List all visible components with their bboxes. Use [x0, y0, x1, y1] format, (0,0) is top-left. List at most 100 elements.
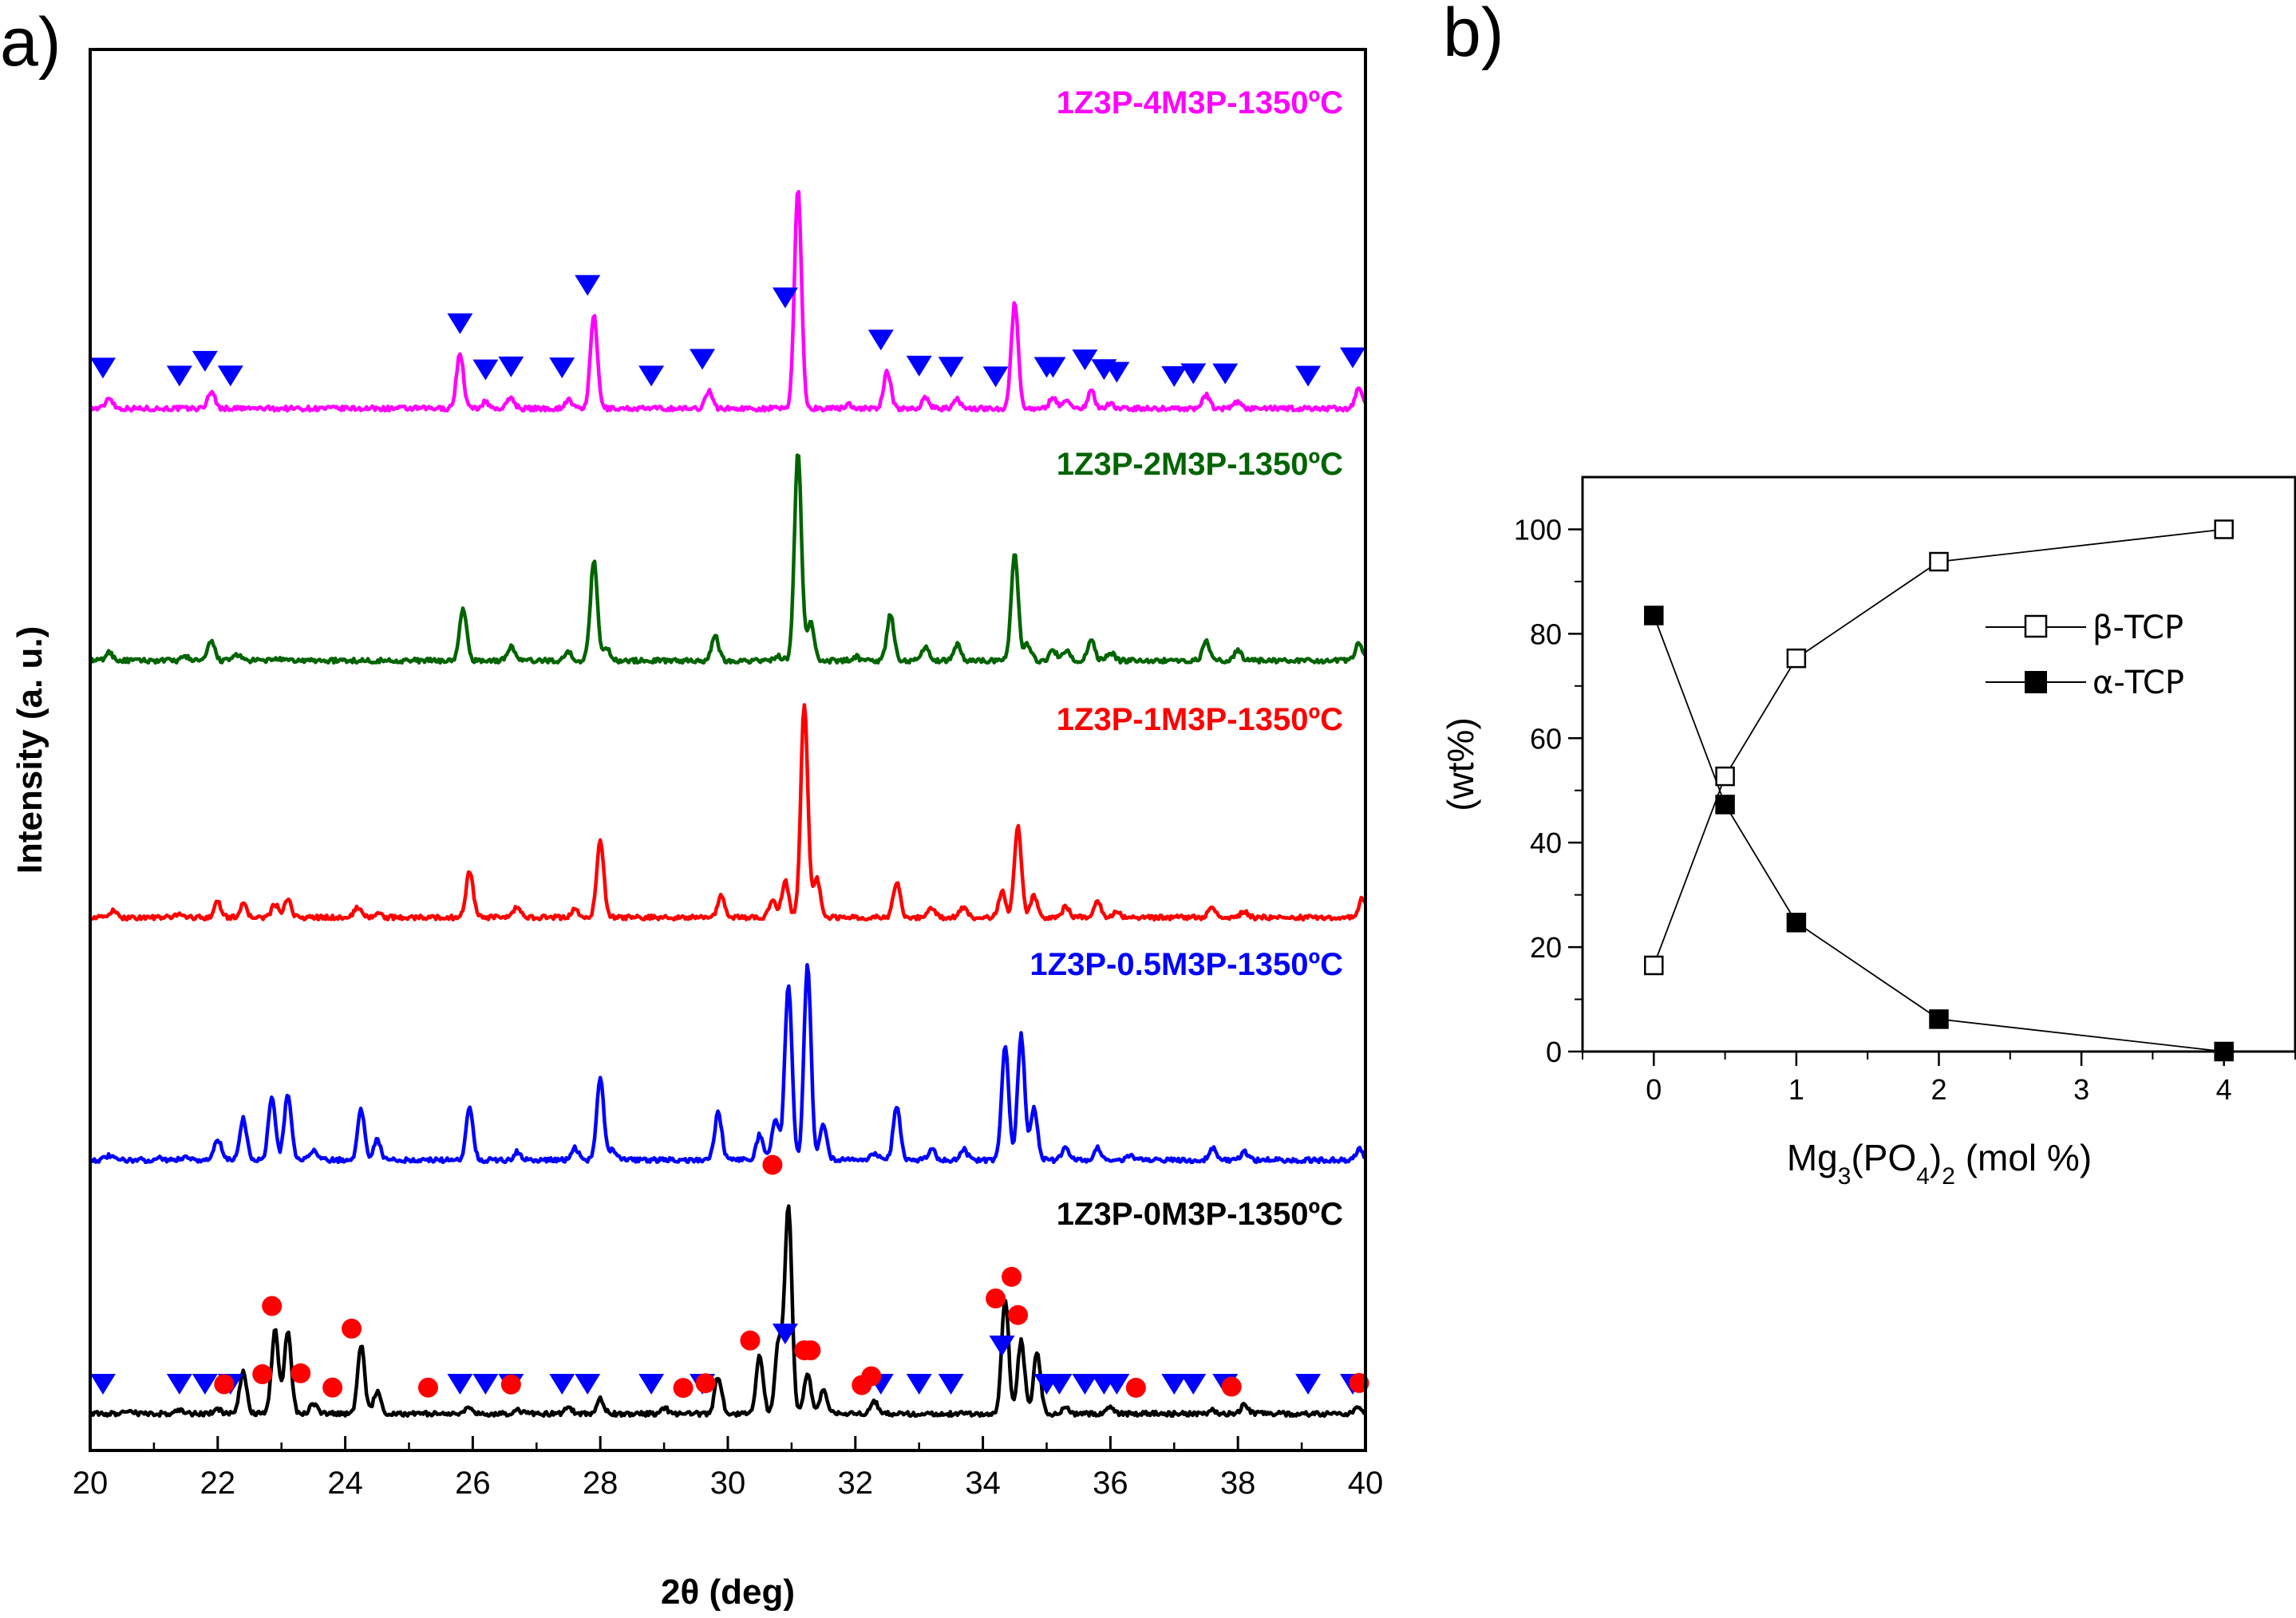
phase-point-0-0 [1644, 955, 1664, 976]
beta-tcp-marker-0-4 [447, 313, 473, 334]
xrd-xtick-label-10: 40 [1348, 1466, 1384, 1501]
beta-tcp-marker-0-25 [1340, 347, 1366, 369]
beta-tcp-marker-0-11 [772, 287, 798, 309]
alpha-tcp-marker-4-9 [695, 1373, 716, 1394]
xlabel-po: (PO [1851, 1137, 1916, 1178]
legend-beta-label: β-TCP [2092, 610, 2183, 646]
alpha-tcp-marker-4-15 [986, 1288, 1006, 1308]
beta-tcp-marker-4-8 [575, 1374, 601, 1395]
phase-y-axis-title: (wt%) [1440, 717, 1481, 811]
xlabel-sub-4: 4 [1916, 1163, 1930, 1190]
xrd-xtick-label-9: 38 [1220, 1466, 1256, 1501]
phase-xtick-label-4: 4 [2216, 1073, 2232, 1106]
beta-tcp-marker-4-2 [192, 1374, 218, 1395]
alpha-tcp-marker-4-1 [252, 1363, 273, 1384]
alpha-tcp-marker-4-18 [1125, 1377, 1146, 1398]
alpha-tcp-marker-4-5 [342, 1318, 362, 1339]
xrd-series-3 [89, 963, 1367, 1165]
beta-tcp-marker-0-22 [1180, 363, 1207, 385]
beta-tcp-marker-0-10 [690, 349, 716, 370]
legend-beta-marker [2024, 614, 2048, 638]
xrd-x-ticks: 20 22 24 26 28 30 32 34 36 38 40 [73, 1436, 1384, 1501]
xrd-series-1 [88, 453, 1367, 665]
xrd-xtick-label-1: 22 [200, 1466, 236, 1501]
alpha-tcp-marker-4-19 [1221, 1376, 1242, 1397]
beta-tcp-marker-0-5 [472, 359, 499, 381]
phase-point-1-2 [1786, 913, 1807, 933]
beta-tcp-marker-0-12 [867, 330, 894, 351]
xrd-xtick-label-4: 28 [583, 1466, 618, 1501]
xrd-xtick-label-2: 24 [327, 1466, 363, 1501]
xrd-series-label-2: 1Z3P-1M3P-1350ºC [1057, 702, 1343, 737]
beta-tcp-marker-0-14 [938, 357, 964, 378]
alpha-tcp-marker-4-7 [500, 1374, 521, 1395]
xrd-xtick-label-3: 26 [455, 1466, 491, 1501]
xrd-xtick-label-7: 34 [965, 1466, 1001, 1501]
phase-ytick-label-0: 0 [1546, 1036, 1562, 1068]
xrd-xtick-label-5: 30 [710, 1466, 746, 1501]
beta-tcp-marker-4-13 [906, 1374, 932, 1395]
xrd-series-label-3: 1Z3P-0.5M3P-1350ºC [1029, 947, 1343, 982]
beta-tcp-marker-0-20 [1104, 361, 1130, 383]
alpha-tcp-marker-4-16 [1002, 1266, 1022, 1287]
xlabel-sub-3: 3 [1838, 1163, 1851, 1190]
xrd-y-axis-title: Intensity (a. u.) [10, 626, 49, 874]
alpha-tcp-marker-4-3 [290, 1363, 311, 1383]
phase-ytick-label-2: 40 [1530, 827, 1562, 859]
xrd-x-axis-title: 2θ (deg) [661, 1573, 795, 1612]
alpha-tcp-marker-4-10 [740, 1330, 761, 1351]
beta-tcp-marker-0-23 [1212, 363, 1239, 385]
xlabel-sub-2: 2 [1942, 1163, 1955, 1190]
xrd-series-2 [89, 703, 1367, 922]
phase-xtick-label-2: 2 [1930, 1073, 1946, 1106]
beta-tcp-marker-4-18 [1072, 1374, 1098, 1395]
phase-ytick-label-5: 100 [1514, 513, 1562, 546]
alpha-tcp-marker-4-12 [800, 1340, 821, 1360]
alpha-tcp-marker-4-17 [1008, 1304, 1029, 1325]
xrd-xtick-label-8: 36 [1093, 1466, 1128, 1501]
xlabel-mg: Mg [1787, 1137, 1838, 1178]
xrd-series-4 [88, 1204, 1367, 1419]
phase-ytick-label-4: 80 [1530, 618, 1562, 650]
beta-tcp-marker-4-22 [1180, 1374, 1207, 1395]
phase-series-line-0 [1653, 528, 2224, 966]
xrd-series-label-4: 1Z3P-0M3P-1350ºC [1057, 1197, 1343, 1232]
phase-ytick-label-1: 20 [1530, 931, 1562, 964]
legend-alpha-label: α-TCP [2092, 665, 2184, 701]
beta-tcp-marker-0-3 [217, 365, 243, 387]
beta-tcp-marker-0-0 [89, 357, 116, 379]
phase-xtick-label-1: 1 [1788, 1073, 1804, 1106]
beta-tcp-marker-0-2 [192, 350, 218, 372]
beta-tcp-marker-4-1 [166, 1374, 192, 1395]
phase-xtick-label-0: 0 [1646, 1073, 1662, 1106]
beta-tcp-marker-4-7 [549, 1374, 575, 1395]
xrd-plot-frame [89, 48, 1367, 1452]
beta-tcp-marker-0-6 [498, 356, 524, 377]
phase-point-1-3 [1929, 1009, 1949, 1029]
beta-tcp-marker-0-9 [638, 365, 665, 387]
xrd-series-label-0: 1Z3P-4M3P-1350ºC [1057, 85, 1343, 120]
phase-point-1-0 [1644, 606, 1664, 625]
beta-tcp-marker-4-24 [1295, 1374, 1322, 1395]
alpha-tcp-marker-4-6 [417, 1377, 438, 1398]
xlabel-tail: (mol %) [1955, 1137, 2092, 1178]
beta-tcp-marker-4-20 [1104, 1374, 1130, 1395]
xrd-series-group: 1Z3P-4M3P-1350ºC 1Z3P-2M3P-1350ºC 1Z3P-1M3… [88, 85, 1368, 1419]
phase-markers-group [89, 274, 1369, 1399]
beta-tcp-marker-4-14 [938, 1374, 964, 1395]
alpha-tcp-marker-4-2 [262, 1296, 283, 1316]
alpha-tcp-marker-4-0 [214, 1374, 235, 1395]
beta-tcp-marker-0-21 [1161, 366, 1188, 388]
beta-tcp-marker-4-4 [447, 1374, 473, 1395]
beta-tcp-marker-4-21 [1161, 1374, 1188, 1395]
phase-point-0-4 [2214, 519, 2234, 539]
beta-tcp-marker-0-13 [906, 355, 932, 377]
xrd-xtick-label-0: 20 [73, 1466, 109, 1501]
beta-tcp-marker-4-11 [772, 1324, 798, 1344]
beta-tcp-marker-0-1 [166, 365, 192, 387]
panel-a-letter: a) [0, 4, 61, 81]
phase-point-1-4 [2214, 1041, 2234, 1062]
